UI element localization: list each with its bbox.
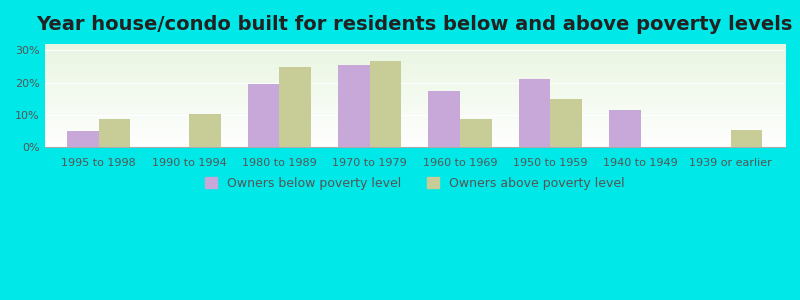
Bar [98, 119, 130, 147]
Legend: Owners below poverty level, Owners above poverty level: Owners below poverty level, Owners above… [200, 172, 630, 195]
Bar [67, 131, 98, 147]
Bar [279, 67, 311, 147]
Bar [370, 61, 402, 147]
Bar [731, 130, 762, 147]
Bar [550, 99, 582, 147]
Bar [428, 91, 460, 147]
Title: Year house/condo built for residents below and above poverty levels: Year house/condo built for residents bel… [37, 15, 793, 34]
Bar [248, 84, 279, 147]
Bar [609, 110, 641, 147]
Bar [518, 80, 550, 147]
Bar [189, 114, 221, 147]
Bar [460, 119, 491, 147]
Bar [338, 65, 370, 147]
